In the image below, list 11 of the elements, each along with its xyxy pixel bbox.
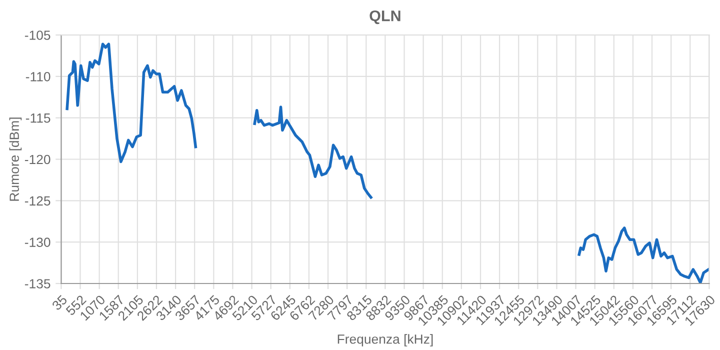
y-tick-label: -130 <box>24 238 50 247</box>
y-tick-label: -110 <box>26 72 50 82</box>
x-tick-label: 35 <box>51 294 68 311</box>
y-tick-label: -120 <box>24 154 50 164</box>
y-axis-title: Rumore [dBm] <box>9 118 22 201</box>
y-tick-label: -115 <box>26 114 50 123</box>
chart-title: QLN <box>370 10 400 24</box>
x-axis-title: Frequenza [kHz] <box>338 334 433 346</box>
y-tick-label: -135 <box>24 279 50 288</box>
y-tick-label: -105 <box>24 30 50 40</box>
y-tick-label: -125 <box>24 196 50 206</box>
